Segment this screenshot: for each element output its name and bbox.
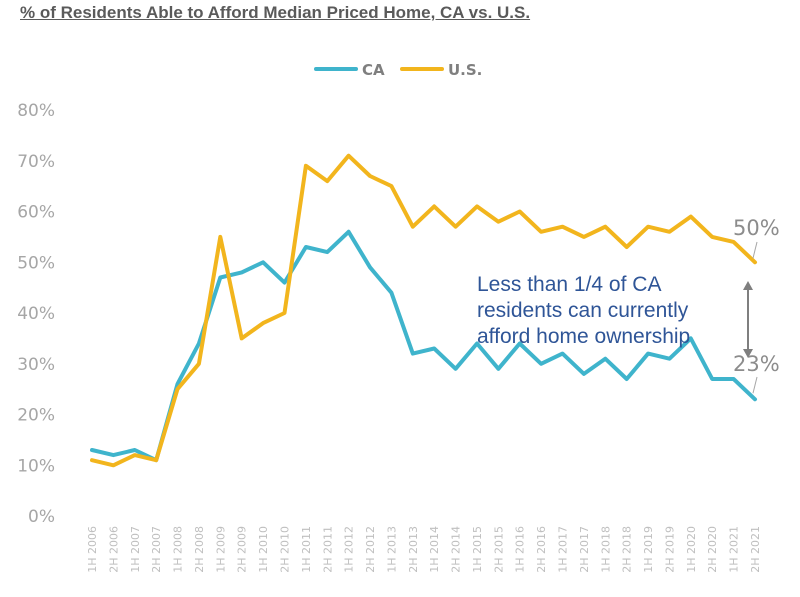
legend-label: U.S. bbox=[448, 61, 482, 79]
x-tick-label: 2H 2012 bbox=[364, 526, 377, 573]
x-tick-label: 1H 2020 bbox=[685, 526, 698, 573]
y-tick-label: 40% bbox=[17, 304, 55, 324]
x-tick-label: 1H 2017 bbox=[557, 526, 570, 573]
x-tick-label: 2H 2009 bbox=[236, 526, 249, 573]
legend: CA U.S. bbox=[314, 61, 482, 79]
x-tick-label: 2H 2014 bbox=[450, 526, 463, 573]
x-tick-label: 2H 2017 bbox=[578, 526, 591, 573]
y-tick-label: 30% bbox=[17, 355, 55, 375]
gap-arrow-head-top bbox=[743, 281, 753, 290]
y-tick-label: 10% bbox=[17, 456, 55, 476]
ca-end-pointer bbox=[752, 376, 758, 394]
x-tick-label: 1H 2014 bbox=[428, 526, 441, 573]
x-tick-label: 1H 2009 bbox=[214, 526, 227, 573]
ca-end-label: 23% bbox=[733, 352, 780, 376]
x-tick-label: 1H 2010 bbox=[257, 526, 270, 573]
x-tick-label: 2H 2013 bbox=[407, 526, 420, 573]
x-tick-label: 1H 2021 bbox=[728, 526, 741, 573]
y-tick-label: 50% bbox=[17, 253, 55, 273]
y-tick-label: 70% bbox=[17, 152, 55, 172]
x-axis: 1H 2006 2H 2006 1H 2007 2H 2007 1H 2008 2H 20… bbox=[86, 526, 762, 573]
x-tick-label: 2H 2006 bbox=[107, 526, 120, 573]
gap-arrow-head-bottom bbox=[743, 349, 753, 358]
x-tick-label: 2H 2016 bbox=[535, 526, 548, 573]
x-tick-label: 2H 2010 bbox=[278, 526, 291, 573]
x-tick-label: 1H 2013 bbox=[385, 526, 398, 573]
legend-label: CA bbox=[362, 61, 385, 79]
x-tick-label: 2H 2008 bbox=[193, 526, 206, 573]
x-tick-label: 2H 2015 bbox=[492, 526, 505, 573]
y-tick-label: 60% bbox=[17, 203, 55, 223]
x-tick-label: 1H 2008 bbox=[172, 526, 185, 573]
annotation-text-line: Less than 1/4 of CA bbox=[477, 273, 661, 296]
x-tick-label: 1H 2011 bbox=[300, 526, 313, 573]
annotation-text-line: afford home ownership bbox=[477, 325, 690, 348]
x-tick-label: 1H 2018 bbox=[599, 526, 612, 573]
annotation-text-line: residents can currently bbox=[477, 299, 689, 322]
x-tick-label: 1H 2007 bbox=[129, 526, 142, 573]
x-tick-label: 2H 2021 bbox=[749, 526, 762, 573]
annotations: Less than 1/4 of CA residents can current… bbox=[477, 216, 780, 394]
chart-title: % of Residents Able to Afford Median Pri… bbox=[20, 3, 531, 22]
x-tick-label: 2H 2011 bbox=[321, 526, 334, 573]
x-tick-label: 2H 2020 bbox=[706, 526, 719, 573]
x-tick-label: 1H 2019 bbox=[642, 526, 655, 573]
x-tick-label: 2H 2007 bbox=[150, 526, 163, 573]
x-tick-label: 1H 2006 bbox=[86, 526, 99, 573]
y-axis: 0% 10% 20% 30% 40% 50% 60% 70% 80% bbox=[17, 101, 55, 527]
y-tick-label: 20% bbox=[17, 406, 55, 426]
us-end-pointer bbox=[752, 241, 758, 259]
series-group bbox=[90, 153, 757, 468]
y-tick-label: 0% bbox=[28, 507, 55, 527]
us-end-label: 50% bbox=[733, 216, 780, 240]
x-tick-label: 1H 2012 bbox=[343, 526, 356, 573]
y-tick-label: 80% bbox=[17, 101, 55, 121]
x-tick-label: 1H 2015 bbox=[471, 526, 484, 573]
x-tick-label: 2H 2018 bbox=[621, 526, 634, 573]
series-line-us bbox=[90, 153, 757, 468]
x-tick-label: 2H 2019 bbox=[663, 526, 676, 573]
x-tick-label: 1H 2016 bbox=[514, 526, 527, 573]
